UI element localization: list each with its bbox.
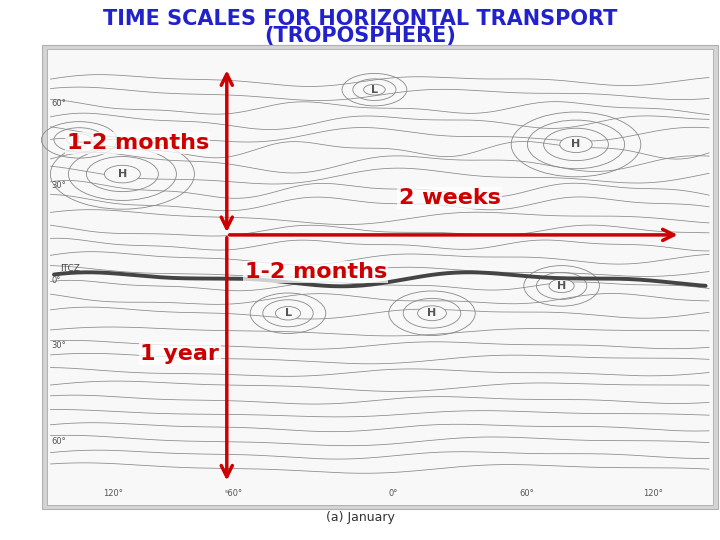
Text: 60°: 60° [519, 489, 534, 498]
Text: ⁵60°: ⁵60° [224, 489, 243, 498]
Bar [47, 49, 713, 505]
Text: TIME SCALES FOR HORIZONTAL TRANSPORT: TIME SCALES FOR HORIZONTAL TRANSPORT [103, 9, 617, 29]
Text: 1-2 months: 1-2 months [245, 262, 387, 282]
Text: H: H [557, 281, 566, 291]
Text: L: L [284, 308, 292, 318]
Text: 120°: 120° [643, 489, 663, 498]
Ellipse shape [66, 134, 92, 146]
Text: 0°: 0° [388, 489, 398, 498]
Text: H: H [118, 169, 127, 179]
Text: L: L [371, 85, 378, 94]
Ellipse shape [275, 307, 301, 320]
Ellipse shape [104, 165, 140, 183]
Ellipse shape [549, 279, 575, 293]
Text: 1 year: 1 year [140, 343, 220, 364]
Text: ITCZ: ITCZ [60, 264, 80, 273]
Text: H: H [572, 139, 580, 150]
Text: 30°: 30° [51, 341, 66, 350]
Text: (TROPOSPHERE): (TROPOSPHERE) [264, 26, 456, 46]
Text: 0°: 0° [51, 275, 60, 285]
Text: 1-2 months: 1-2 months [66, 133, 209, 153]
Ellipse shape [364, 84, 385, 95]
Text: L: L [76, 135, 83, 145]
Text: (a) January: (a) January [325, 511, 395, 524]
Text: 2 weeks: 2 weeks [399, 188, 500, 208]
Text: 120°: 120° [104, 489, 123, 498]
Bar [42, 45, 718, 509]
Text: H: H [428, 308, 436, 318]
Ellipse shape [560, 136, 593, 152]
Text: 60°: 60° [51, 99, 66, 108]
Text: 30°: 30° [51, 181, 66, 190]
Ellipse shape [418, 306, 446, 321]
Text: 60°: 60° [51, 436, 66, 446]
